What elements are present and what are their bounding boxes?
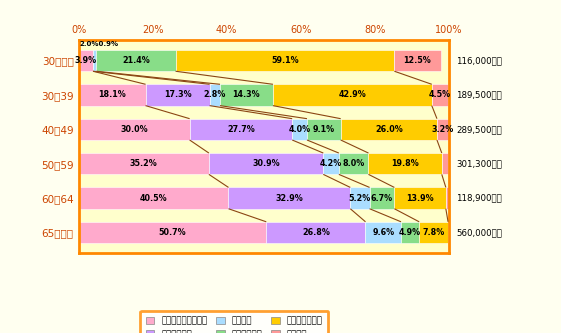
Legend: 持家一戸建・長屋建, 持家共同住宅, 公的借家, 民営借家木造, 民営借家非木造, 給与住宅: 持家一戸建・長屋建, 持家共同住宅, 公的借家, 民営借家木造, 民営借家非木造… <box>140 311 328 333</box>
Bar <box>228 187 350 209</box>
Text: 116,000世帯: 116,000世帯 <box>456 56 502 65</box>
Bar <box>210 84 220 106</box>
Text: 12.5%: 12.5% <box>403 56 431 65</box>
Bar <box>419 222 448 243</box>
Text: 560,000世帯: 560,000世帯 <box>456 228 502 237</box>
Text: 301,300世帯: 301,300世帯 <box>456 159 502 168</box>
Text: 50.7%: 50.7% <box>159 228 186 237</box>
Bar <box>220 84 273 106</box>
Text: 4.0%: 4.0% <box>288 125 311 134</box>
Text: 9.1%: 9.1% <box>313 125 335 134</box>
Bar <box>273 84 432 106</box>
Text: 14.3%: 14.3% <box>233 91 260 100</box>
Bar <box>79 84 145 106</box>
Text: 26.0%: 26.0% <box>375 125 403 134</box>
Bar <box>79 222 266 243</box>
Bar <box>369 153 442 174</box>
Bar <box>437 119 449 140</box>
Text: 3.9%: 3.9% <box>75 56 97 65</box>
Text: 19.8%: 19.8% <box>391 159 419 168</box>
Text: 40.5%: 40.5% <box>140 193 167 202</box>
Text: 6.7%: 6.7% <box>371 193 393 202</box>
Bar <box>394 50 440 71</box>
Text: 7.8%: 7.8% <box>422 228 445 237</box>
Bar <box>79 50 93 71</box>
Bar <box>292 119 307 140</box>
Text: 26.8%: 26.8% <box>302 228 330 237</box>
Text: 27.7%: 27.7% <box>227 125 255 134</box>
Text: 42.9%: 42.9% <box>338 91 366 100</box>
Text: 4.5%: 4.5% <box>429 91 451 100</box>
Bar <box>79 187 228 209</box>
Text: 35.2%: 35.2% <box>130 159 158 168</box>
Bar <box>366 222 401 243</box>
Text: 189,500世帯: 189,500世帯 <box>456 91 502 100</box>
Bar <box>93 50 96 71</box>
Bar <box>176 50 394 71</box>
Bar <box>448 222 449 243</box>
Text: 4.9%: 4.9% <box>399 228 421 237</box>
Text: 21.4%: 21.4% <box>122 56 150 65</box>
Text: 4.2%: 4.2% <box>320 159 342 168</box>
Bar <box>96 50 176 71</box>
Bar <box>266 222 366 243</box>
Text: 8.0%: 8.0% <box>343 159 365 168</box>
Text: 5.2%: 5.2% <box>349 193 371 202</box>
Bar <box>446 187 449 209</box>
Bar <box>190 119 292 140</box>
Bar <box>209 153 323 174</box>
Bar <box>350 187 370 209</box>
Text: 18.1%: 18.1% <box>98 91 126 100</box>
Text: 2.8%: 2.8% <box>204 91 226 100</box>
Bar <box>79 153 209 174</box>
Text: 32.9%: 32.9% <box>275 193 304 202</box>
Text: 13.9%: 13.9% <box>406 193 434 202</box>
Text: 3.2%: 3.2% <box>432 125 454 134</box>
Text: 289,500世帯: 289,500世帯 <box>456 125 502 134</box>
Bar <box>79 119 190 140</box>
Bar <box>307 119 341 140</box>
Text: 9.6%: 9.6% <box>372 228 394 237</box>
Text: 118,900世帯: 118,900世帯 <box>456 193 502 202</box>
Bar <box>442 153 448 174</box>
Bar <box>145 84 210 106</box>
Text: 59.1%: 59.1% <box>271 56 299 65</box>
Bar <box>339 153 369 174</box>
Bar <box>323 153 339 174</box>
Bar <box>341 119 437 140</box>
Text: 30.0%: 30.0% <box>120 125 148 134</box>
Bar <box>394 187 446 209</box>
Bar <box>432 84 448 106</box>
Bar <box>401 222 419 243</box>
Text: 2.0%0.9%: 2.0%0.9% <box>79 41 118 47</box>
Text: 17.3%: 17.3% <box>164 91 191 100</box>
Bar <box>370 187 394 209</box>
Text: 30.9%: 30.9% <box>252 159 280 168</box>
